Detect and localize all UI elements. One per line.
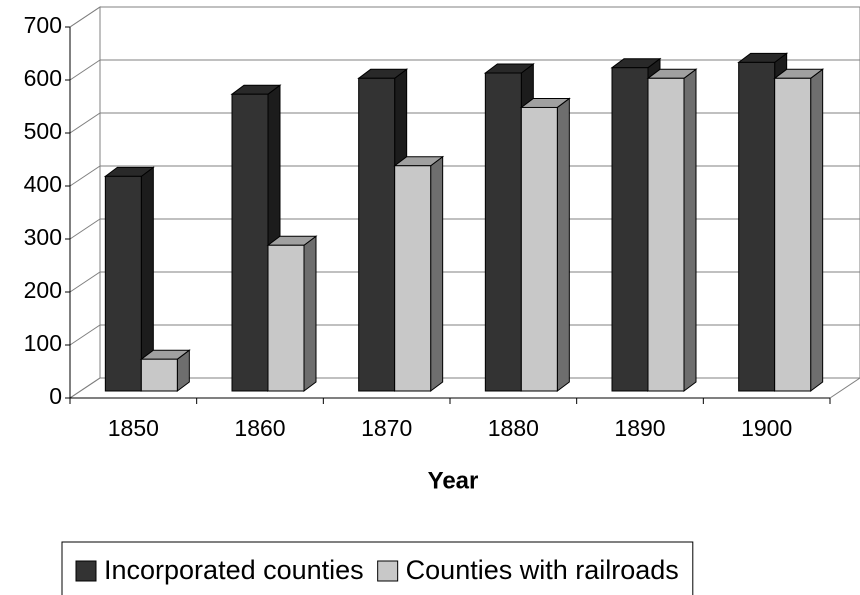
- y-tick-label: 300: [24, 224, 62, 250]
- grid-line: [69, 59, 860, 81]
- bar-side: [303, 235, 317, 392]
- bar: [738, 61, 776, 392]
- x-tick-label: 1850: [108, 415, 159, 441]
- y-tick-label: 200: [24, 277, 62, 303]
- y-tick-label: 100: [24, 330, 62, 356]
- y-tick-label: 0: [49, 383, 62, 409]
- legend-label: Counties with railroads: [406, 555, 679, 585]
- bar-side: [683, 68, 697, 392]
- bar: [774, 77, 812, 392]
- x-tick-label: 1870: [361, 415, 412, 441]
- bar: [358, 77, 396, 392]
- grid-line: [69, 324, 860, 346]
- x-tick-label: 1880: [488, 415, 539, 441]
- bar: [611, 67, 649, 392]
- y-tick-label: 700: [24, 12, 62, 38]
- legend-swatch: [75, 560, 97, 582]
- legend-swatch: [377, 560, 399, 582]
- side-wall: [69, 6, 101, 399]
- x-tick-label: 1890: [614, 415, 665, 441]
- bar-side: [810, 68, 824, 392]
- grid-line: [69, 112, 860, 134]
- grid-line: [69, 218, 860, 240]
- x-tick-label: 1860: [234, 415, 285, 441]
- x-axis-title: Year: [428, 467, 479, 494]
- bar: [140, 358, 178, 392]
- y-tick-label: 400: [24, 171, 62, 197]
- legend: Incorporated counties Counties with railr…: [61, 541, 694, 595]
- grid-line: [69, 165, 860, 187]
- grid-line: [69, 6, 860, 28]
- bar: [647, 77, 685, 392]
- legend-label: Incorporated counties: [104, 555, 364, 585]
- bar: [520, 106, 558, 392]
- y-tick-label: 500: [24, 118, 62, 144]
- y-tick-label: 600: [24, 65, 62, 91]
- bar: [231, 93, 269, 392]
- bar-side: [556, 97, 570, 392]
- bar: [104, 175, 142, 392]
- grid-line: [69, 377, 860, 399]
- x-tick-label: 1900: [741, 415, 792, 441]
- bar: [484, 72, 522, 392]
- grid-line: [69, 271, 860, 293]
- bar: [267, 244, 305, 392]
- bar: [394, 165, 432, 392]
- bar-side: [430, 155, 444, 392]
